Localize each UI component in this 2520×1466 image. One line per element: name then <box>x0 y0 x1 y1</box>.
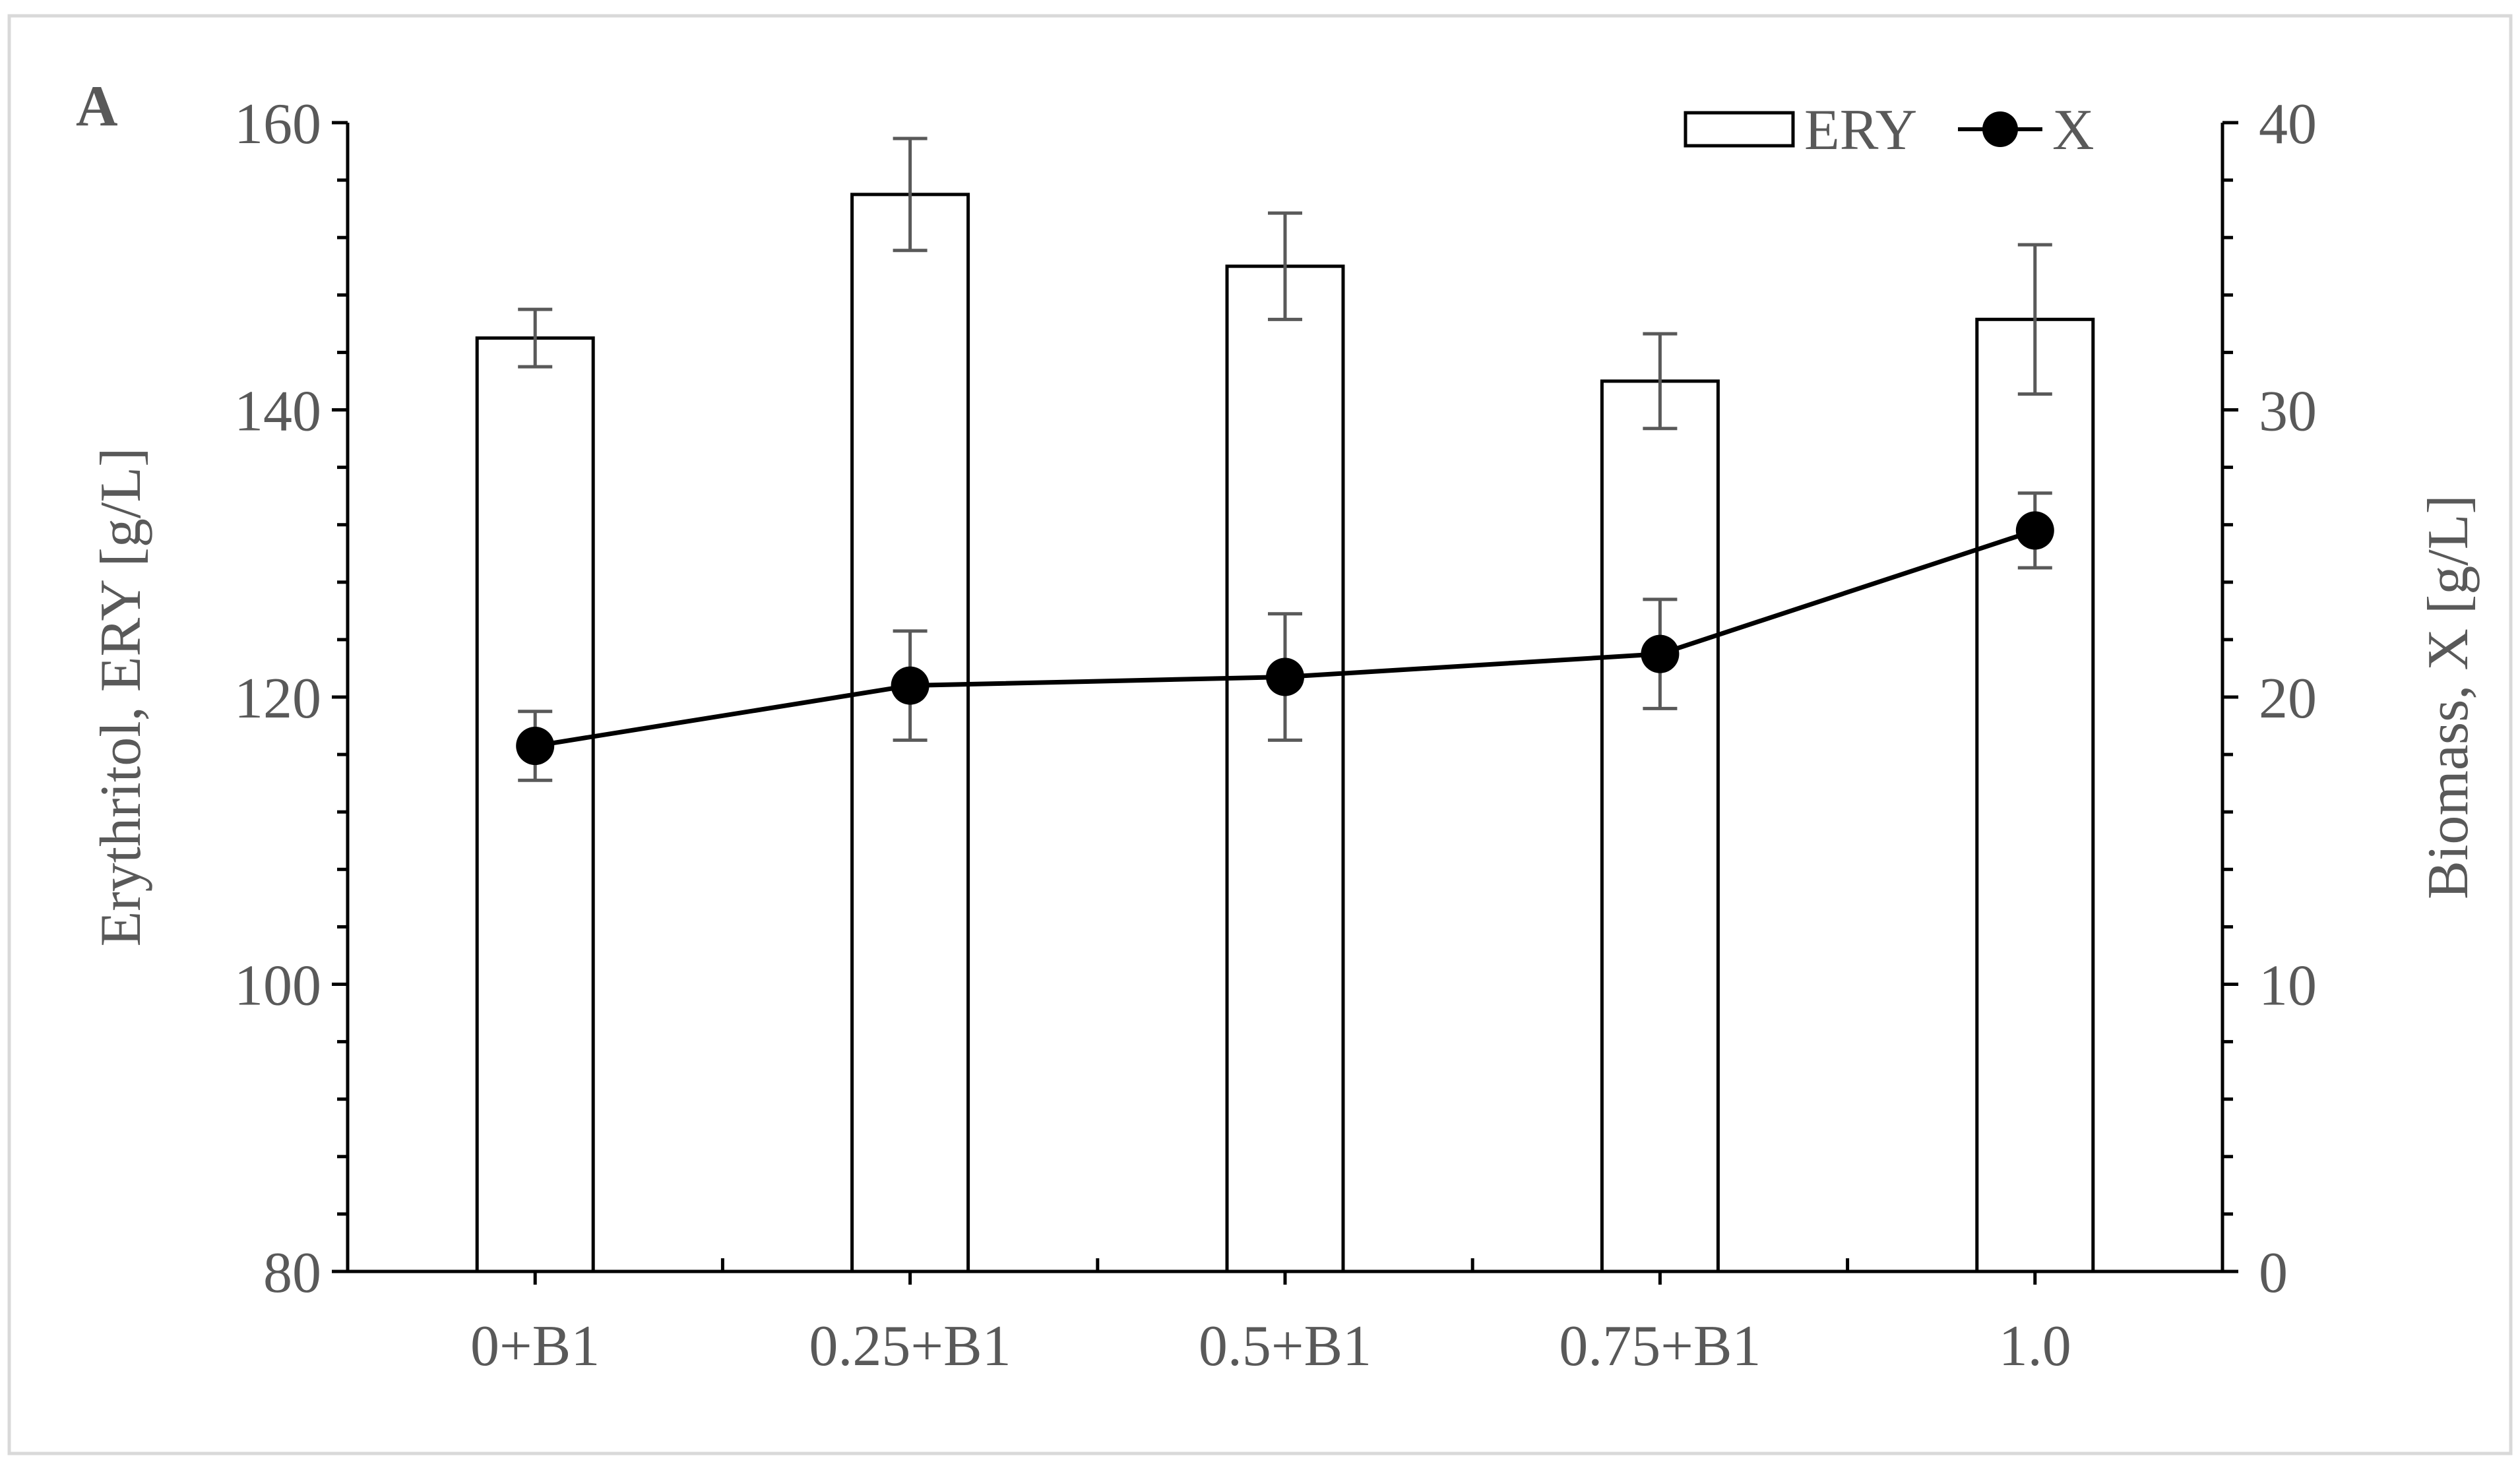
point-x-0 <box>516 727 555 766</box>
left-tick-label: 120 <box>234 667 321 731</box>
error-bar-ery-4 <box>2017 243 2052 396</box>
x-tick-label: 0.75+B1 <box>1559 1314 1761 1378</box>
bar-ery-4 <box>1975 317 2095 1273</box>
error-bar-ery-1 <box>893 137 928 253</box>
left-tick-label: 140 <box>234 380 321 444</box>
left-tick-label: 160 <box>234 92 321 156</box>
x-tick-label: 0+B1 <box>470 1314 600 1378</box>
legend-bar-swatch <box>1684 111 1795 148</box>
right-tick-label: 10 <box>2259 954 2317 1018</box>
bar-ery-0 <box>475 336 595 1273</box>
point-x-4 <box>2015 511 2054 550</box>
bar-ery-3 <box>1600 379 1720 1273</box>
right-tick-label: 0 <box>2259 1241 2288 1305</box>
left-tick-label: 80 <box>263 1241 321 1305</box>
point-x-1 <box>891 666 929 705</box>
left-y-axis-ticks: 80 100 120 140 160 <box>234 92 348 1305</box>
line-series-group <box>516 491 2054 782</box>
bar-ery-2 <box>1225 264 1345 1273</box>
legend-label-ery: ERY <box>1804 98 1917 162</box>
error-bar-ery-2 <box>1268 211 1302 321</box>
bar-error-bars <box>518 137 2052 431</box>
error-bar-ery-3 <box>1643 332 1678 431</box>
point-x-2 <box>1266 657 1304 696</box>
legend-marker-swatch <box>1982 111 2018 147</box>
error-bar-ery-0 <box>518 307 553 369</box>
right-tick-label: 20 <box>2259 667 2317 731</box>
x-axis-tick-labels: 0+B1 0.25+B1 0.5+B1 0.75+B1 1.0 <box>470 1314 2071 1378</box>
x-axis-ticks <box>346 1258 2224 1285</box>
right-tick-label: 30 <box>2259 380 2317 444</box>
right-y-axis-ticks: 0 10 20 30 40 <box>2222 92 2317 1305</box>
x-tick-label: 0.5+B1 <box>1199 1314 1371 1378</box>
point-x-3 <box>1641 634 1680 673</box>
legend: ERY X <box>1684 98 2095 162</box>
legend-label-x: X <box>2052 98 2095 162</box>
y2-axis-title: Biomass, X [g/L] <box>2416 495 2480 900</box>
x-tick-label: 0.25+B1 <box>809 1314 1011 1378</box>
panel-label: A <box>76 75 118 138</box>
right-tick-label: 40 <box>2259 92 2317 156</box>
y-axis-title: Erythritol, ERY [g/L] <box>89 448 153 947</box>
x-tick-label: 1.0 <box>1999 1314 2071 1378</box>
left-tick-label: 100 <box>234 954 321 1018</box>
